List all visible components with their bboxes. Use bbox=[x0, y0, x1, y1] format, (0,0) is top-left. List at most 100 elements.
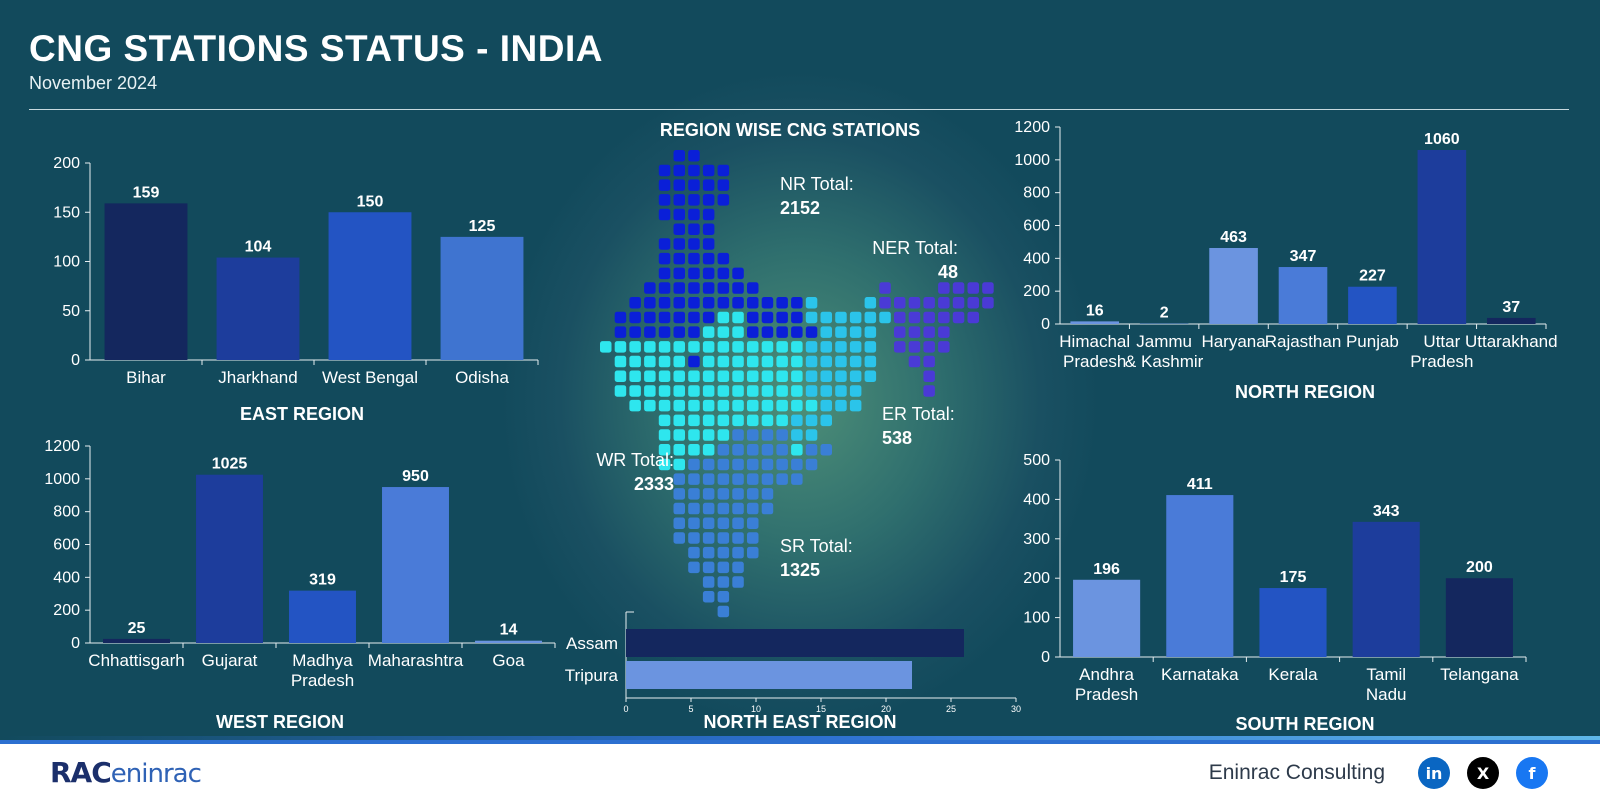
y-tick-label: 0 bbox=[71, 352, 80, 369]
bar bbox=[1278, 267, 1328, 324]
map-cell bbox=[702, 208, 715, 221]
y-tick-label: 400 bbox=[1023, 250, 1050, 267]
map-cell bbox=[688, 502, 700, 515]
map-cell bbox=[658, 399, 671, 412]
map-cell bbox=[702, 194, 715, 206]
map-cell bbox=[820, 399, 832, 412]
facebook-icon[interactable]: f bbox=[1516, 757, 1548, 789]
map-cell bbox=[688, 164, 700, 177]
map-cell bbox=[805, 429, 818, 441]
map-title: REGION WISE CNG STATIONS bbox=[659, 120, 921, 140]
map-cell bbox=[673, 297, 685, 309]
map-cell bbox=[776, 429, 788, 441]
map-cell bbox=[644, 282, 656, 294]
page-title: CNG STATIONS STATUS - INDIA bbox=[29, 28, 603, 69]
map-cell bbox=[658, 194, 671, 206]
data-label: 150 bbox=[357, 193, 384, 210]
map-cell bbox=[805, 385, 818, 397]
map-cell bbox=[747, 326, 759, 338]
category-label: Tripura bbox=[565, 666, 619, 685]
map-cell bbox=[732, 311, 744, 324]
north-region-chart: 0 200 400 600 800 1000 1200 16 Himachal Pradesh 2 J… bbox=[1014, 119, 1557, 371]
map-cell bbox=[717, 355, 730, 368]
map-cell bbox=[747, 399, 759, 412]
map-cell bbox=[805, 399, 818, 412]
east-region-title: EAST REGION bbox=[239, 404, 364, 424]
map-cell bbox=[952, 297, 965, 309]
data-label: 343 bbox=[1373, 503, 1400, 520]
map-cell bbox=[702, 399, 715, 412]
y-tick-label: 600 bbox=[53, 537, 80, 554]
category-label: Kerala bbox=[1268, 665, 1318, 684]
map-cell bbox=[761, 444, 774, 456]
map-cell bbox=[629, 385, 641, 397]
category-label: Jharkhand bbox=[218, 368, 297, 387]
map-cell bbox=[658, 179, 671, 191]
map-cell bbox=[864, 297, 877, 309]
y-tick-label: 200 bbox=[1023, 570, 1050, 587]
category-label: Rajasthan bbox=[1265, 332, 1342, 351]
map-cell bbox=[673, 164, 685, 177]
linkedin-icon[interactable]: in bbox=[1418, 757, 1450, 789]
bar bbox=[475, 640, 542, 643]
map-cell bbox=[923, 311, 935, 324]
map-cell bbox=[717, 414, 730, 427]
map-cell bbox=[835, 341, 847, 353]
nr-total-value: 2152 bbox=[780, 198, 821, 218]
map-cell bbox=[791, 399, 803, 412]
data-label: 411 bbox=[1187, 476, 1213, 493]
map-cell bbox=[702, 473, 715, 485]
y-tick-label: 1200 bbox=[1014, 119, 1050, 136]
map-cell bbox=[849, 399, 862, 412]
map-cell bbox=[614, 355, 627, 368]
map-cell bbox=[658, 326, 671, 338]
map-cell bbox=[717, 532, 730, 544]
map-cell bbox=[702, 238, 715, 250]
y-tick-label: 200 bbox=[53, 602, 80, 619]
y-tick-label: 50 bbox=[62, 303, 80, 320]
map-cell bbox=[747, 532, 759, 544]
map-cell bbox=[688, 488, 700, 500]
bar bbox=[626, 629, 964, 657]
map-cell bbox=[688, 532, 700, 544]
y-tick-label: 100 bbox=[1023, 610, 1050, 627]
south-region-title: SOUTH REGION bbox=[1235, 714, 1375, 734]
x-tick-label: 15 bbox=[816, 704, 826, 714]
x-icon[interactable]: X bbox=[1467, 757, 1499, 789]
company-name: Eninrac Consulting bbox=[1208, 761, 1385, 784]
map-cell bbox=[688, 341, 700, 353]
map-cell bbox=[732, 473, 744, 485]
map-cell bbox=[908, 355, 921, 368]
map-cell bbox=[761, 458, 774, 471]
map-cell bbox=[747, 311, 759, 324]
map-cell bbox=[717, 194, 730, 206]
wr-total-value: 2333 bbox=[633, 474, 674, 494]
map-cell bbox=[673, 194, 685, 206]
map-cell bbox=[747, 341, 759, 353]
map-cell bbox=[629, 297, 641, 309]
map-cell bbox=[761, 502, 774, 515]
map-cell bbox=[908, 297, 921, 309]
map-cell bbox=[702, 458, 715, 471]
map-cell bbox=[702, 385, 715, 397]
map-cell bbox=[776, 414, 788, 427]
map-cell bbox=[761, 326, 774, 338]
map-cell bbox=[688, 326, 700, 338]
map-cell bbox=[702, 179, 715, 191]
map-cell bbox=[688, 311, 700, 324]
map-cell bbox=[658, 355, 671, 368]
map-cell bbox=[717, 502, 730, 515]
map-cell bbox=[658, 370, 671, 382]
y-tick-label: 0 bbox=[1041, 649, 1050, 666]
y-tick-label: 150 bbox=[53, 204, 80, 221]
map-cell bbox=[982, 297, 994, 309]
map-cell bbox=[702, 561, 715, 574]
sr-total-caption: SR Total: bbox=[780, 536, 853, 556]
map-cell bbox=[732, 546, 744, 559]
bar bbox=[1348, 286, 1397, 324]
map-cell bbox=[717, 473, 730, 485]
bar bbox=[1166, 495, 1234, 657]
map-cell bbox=[644, 341, 656, 353]
map-cell bbox=[673, 429, 685, 441]
data-label: 227 bbox=[1359, 268, 1386, 285]
